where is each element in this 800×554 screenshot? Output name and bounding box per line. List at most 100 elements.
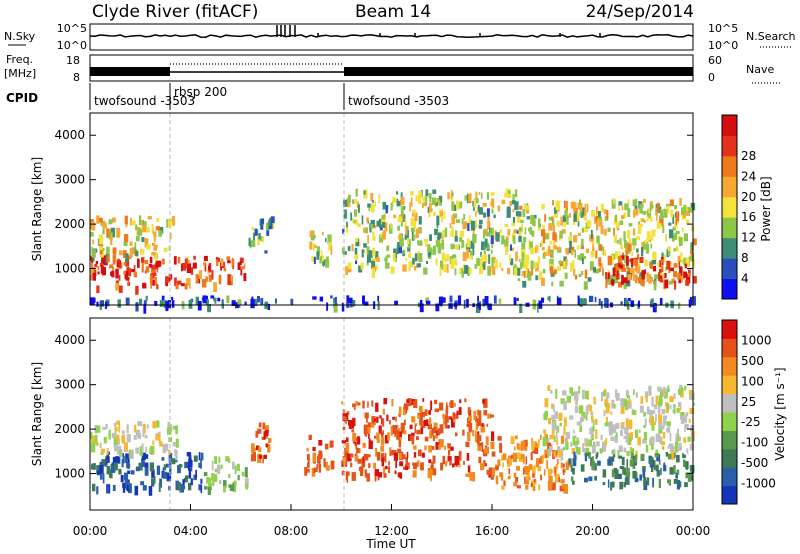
velocity-echo-cell xyxy=(193,474,197,481)
velocity-echo-cell xyxy=(423,420,429,426)
velocity-echo-cell xyxy=(450,400,454,408)
velocity-echo-cell xyxy=(354,437,358,442)
power-echo-cell xyxy=(565,248,568,254)
velocity-echo-cell xyxy=(690,474,693,481)
velocity-echo-cell xyxy=(595,453,598,459)
velocity-echo-cell xyxy=(113,422,117,427)
power-echo-cell xyxy=(631,258,633,268)
power-y-axis-label: Slant Range [km] xyxy=(30,157,44,261)
power-echo-cell xyxy=(478,224,482,229)
power-echo-cell xyxy=(526,204,530,210)
power-echo-cell xyxy=(475,191,478,199)
velocity-echo-cell xyxy=(350,453,354,458)
power-echo-cell xyxy=(248,237,251,247)
velocity-echo-cell xyxy=(642,469,645,477)
power-echo-cell xyxy=(458,201,463,209)
power-echo-cell xyxy=(573,268,576,276)
velocity-echo-cell xyxy=(446,402,448,408)
power-echo-cell xyxy=(658,271,661,281)
velocity-echo-cell xyxy=(211,460,214,471)
velocity-echo-cell xyxy=(433,426,437,434)
velocity-echo-cell xyxy=(506,459,509,464)
velocity-echo-cell xyxy=(362,400,365,409)
velocity-echo-cell xyxy=(128,482,131,489)
velocity-echo-cell xyxy=(584,438,588,445)
power-echo-cell xyxy=(101,255,105,265)
velocity-echo-cell xyxy=(95,442,99,446)
velocity-echo-cell xyxy=(534,441,537,450)
power-echo-cell xyxy=(243,273,247,282)
velocity-echo-cell xyxy=(145,446,147,453)
power-echo-cell xyxy=(675,217,678,226)
velocity-echo-cell xyxy=(591,444,596,454)
power-echo-cell xyxy=(342,228,345,234)
power-echo-cell xyxy=(480,251,482,257)
velocity-echo-cell xyxy=(596,441,600,447)
time-x-axis: 00:00 04:00 08:00 12:00 16:00 20:00 00:00 xyxy=(73,504,710,538)
velocity-echo-cell xyxy=(345,437,349,443)
velocity-echo-cell xyxy=(168,449,171,455)
power-echo-cell xyxy=(115,268,119,279)
power-echo-cell xyxy=(599,244,603,251)
power-echo-cell xyxy=(435,303,440,312)
power-echo-cell xyxy=(139,215,142,225)
power-echo-cell xyxy=(474,264,478,269)
velocity-echo-cell xyxy=(604,422,609,427)
power-echo-cell xyxy=(407,239,411,249)
velocity-echo-cell xyxy=(305,468,310,473)
velocity-echo-cell xyxy=(445,460,448,467)
power-echo-cell xyxy=(354,209,357,217)
velocity-echo-cell xyxy=(155,420,160,428)
velocity-echo-cell xyxy=(152,421,157,429)
velocity-echo-cell xyxy=(195,469,197,478)
velocity-echo-cell xyxy=(656,454,661,462)
power-echo-cell xyxy=(472,200,475,207)
power-echo-cell xyxy=(618,201,623,206)
velocity-echo-cell xyxy=(402,466,406,470)
power-echo-cell xyxy=(653,280,655,285)
power-echo-cell xyxy=(409,260,414,268)
velocity-echo-cell xyxy=(366,473,370,482)
power-echo-cell xyxy=(363,190,366,195)
power-echo-cell xyxy=(398,233,402,242)
power-echo-cell xyxy=(221,258,224,267)
power-echo-cell xyxy=(650,243,653,249)
velocity-echo-cell xyxy=(576,421,581,426)
power-echo-cell xyxy=(127,278,130,285)
power-echo-cell xyxy=(151,252,156,256)
velocity-echo-cell xyxy=(255,430,259,438)
power-echo-cell xyxy=(358,265,363,273)
velocity-echo-cell xyxy=(184,477,189,483)
power-echo-cell xyxy=(436,198,441,204)
power-echo-cell xyxy=(665,266,667,271)
velocity-echo-cell xyxy=(445,410,448,420)
velocity-echo-cell xyxy=(244,478,249,488)
power-echo-cell xyxy=(346,221,348,228)
velocity-echo-cell xyxy=(481,442,484,452)
power-echo-cell xyxy=(361,215,364,225)
power-echo-cell xyxy=(607,255,612,266)
power-echo-cell xyxy=(202,295,207,304)
velocity-echo-cell xyxy=(411,432,415,437)
power-echo-cell xyxy=(636,248,639,253)
velocity-echo-cell xyxy=(569,415,574,420)
velocity-echo-cell xyxy=(161,457,165,461)
power-echo-cell xyxy=(470,240,475,249)
velocity-echo-cell xyxy=(123,472,129,481)
power-echo-cell xyxy=(584,227,589,232)
velocity-echo-cell xyxy=(625,476,630,485)
power-echo-cell xyxy=(90,231,94,237)
power-echo-cell xyxy=(151,264,156,272)
power-echo-cell xyxy=(367,203,372,208)
power-echo-cell xyxy=(632,228,636,236)
power-echo-cell xyxy=(513,217,516,225)
power-echo-cell xyxy=(662,225,665,234)
velocity-echo-cell xyxy=(357,402,361,406)
power-echo-cell xyxy=(227,281,231,285)
power-echo-cell xyxy=(521,270,524,277)
power-echo-cell xyxy=(572,260,575,270)
velocity-echo-cell xyxy=(634,454,638,463)
velocity-echo-cell xyxy=(236,463,240,471)
velocity-echo-cell xyxy=(380,436,385,446)
